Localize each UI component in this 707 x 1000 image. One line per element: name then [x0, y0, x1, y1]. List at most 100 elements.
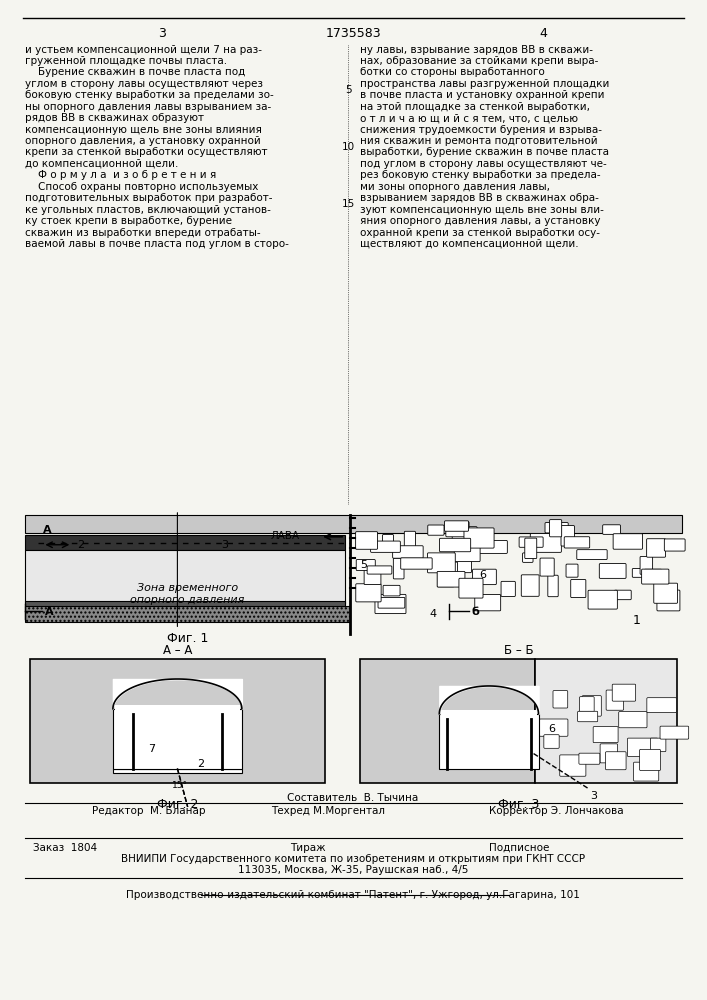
- FancyBboxPatch shape: [383, 585, 400, 596]
- FancyBboxPatch shape: [561, 526, 575, 546]
- Bar: [113, 768, 242, 773]
- Text: под углом в сторону лавы осуществляют че-: под углом в сторону лавы осуществляют че…: [360, 159, 607, 169]
- Text: и устьем компенсационной щели 7 на раз-: и устьем компенсационной щели 7 на раз-: [25, 45, 262, 55]
- Text: Б – Б: Б – Б: [504, 644, 534, 657]
- FancyBboxPatch shape: [571, 579, 586, 598]
- Bar: [535, 659, 677, 783]
- Text: Техред М.Моргентал: Техред М.Моргентал: [271, 806, 385, 816]
- FancyBboxPatch shape: [521, 575, 539, 596]
- Text: ВНИИПИ Государственного комитета по изобретениям и открытиям при ГКНТ СССР: ВНИИПИ Государственного комитета по изоб…: [121, 854, 585, 864]
- Text: компенсационную щель вне зоны влияния: компенсационную щель вне зоны влияния: [25, 125, 262, 135]
- Bar: [25, 515, 682, 533]
- FancyBboxPatch shape: [578, 711, 597, 722]
- Text: подготовительных выработок при разработ-: подготовительных выработок при разработ-: [25, 193, 272, 203]
- Text: ботки со стороны выработанного: ботки со стороны выработанного: [360, 67, 544, 77]
- FancyBboxPatch shape: [640, 556, 653, 574]
- FancyBboxPatch shape: [475, 595, 501, 611]
- FancyBboxPatch shape: [440, 538, 471, 552]
- Bar: [115, 705, 240, 767]
- Text: в почве пласта и установку охранной крепи: в почве пласта и установку охранной креп…: [360, 90, 604, 100]
- FancyBboxPatch shape: [593, 727, 618, 743]
- FancyBboxPatch shape: [519, 537, 543, 547]
- FancyBboxPatch shape: [548, 575, 559, 597]
- FancyBboxPatch shape: [452, 561, 472, 573]
- Text: ществляют до компенсационной щели.: ществляют до компенсационной щели.: [360, 239, 578, 249]
- FancyBboxPatch shape: [367, 566, 392, 574]
- FancyBboxPatch shape: [479, 540, 508, 553]
- FancyBboxPatch shape: [647, 698, 677, 713]
- FancyBboxPatch shape: [600, 564, 626, 578]
- Text: 4: 4: [539, 27, 547, 40]
- FancyBboxPatch shape: [633, 762, 659, 781]
- FancyBboxPatch shape: [446, 522, 469, 537]
- FancyBboxPatch shape: [600, 744, 617, 763]
- FancyBboxPatch shape: [628, 738, 658, 757]
- Text: 15: 15: [341, 199, 355, 209]
- Text: 10: 10: [341, 142, 355, 152]
- Text: 7: 7: [148, 744, 155, 754]
- FancyBboxPatch shape: [525, 538, 537, 559]
- FancyBboxPatch shape: [382, 534, 393, 547]
- Text: Заказ  1804: Заказ 1804: [33, 843, 97, 853]
- FancyBboxPatch shape: [428, 553, 455, 573]
- Text: 6: 6: [549, 724, 556, 734]
- FancyBboxPatch shape: [393, 558, 404, 579]
- Text: 6: 6: [479, 570, 486, 580]
- Bar: [25, 606, 350, 622]
- FancyBboxPatch shape: [553, 691, 568, 708]
- FancyBboxPatch shape: [560, 755, 586, 776]
- Text: Корректор Э. Лончакова: Корректор Э. Лончакова: [489, 806, 624, 816]
- FancyBboxPatch shape: [665, 539, 685, 551]
- Text: 1: 1: [633, 614, 641, 627]
- FancyBboxPatch shape: [370, 541, 400, 552]
- FancyBboxPatch shape: [401, 558, 432, 569]
- FancyBboxPatch shape: [613, 534, 643, 549]
- Text: пространства лавы разгруженной площадки: пространства лавы разгруженной площадки: [360, 79, 609, 89]
- Text: 5: 5: [345, 85, 351, 95]
- FancyBboxPatch shape: [660, 726, 689, 739]
- Text: ЛАВА: ЛАВА: [271, 531, 300, 541]
- FancyBboxPatch shape: [647, 539, 665, 557]
- FancyBboxPatch shape: [455, 545, 480, 562]
- Text: ну лавы, взрывание зарядов ВВ в скважи-: ну лавы, взрывание зарядов ВВ в скважи-: [360, 45, 593, 55]
- Text: о т л и ч а ю щ и й с я тем, что, с целью: о т л и ч а ю щ и й с я тем, что, с цель…: [360, 113, 578, 123]
- Text: на этой площадке за стенкой выработки,: на этой площадке за стенкой выработки,: [360, 102, 590, 112]
- FancyBboxPatch shape: [640, 749, 660, 771]
- FancyBboxPatch shape: [378, 597, 405, 608]
- FancyBboxPatch shape: [602, 525, 621, 534]
- FancyBboxPatch shape: [540, 558, 554, 576]
- Text: A: A: [42, 525, 51, 535]
- FancyBboxPatch shape: [564, 537, 590, 548]
- Text: 3: 3: [590, 791, 597, 801]
- Text: Фиг. 3: Фиг. 3: [498, 798, 539, 811]
- Text: снижения трудоемкости бурения и взрыва-: снижения трудоемкости бурения и взрыва-: [360, 125, 602, 135]
- FancyBboxPatch shape: [644, 569, 662, 582]
- Text: рез боковую стенку выработки за предела-: рез боковую стенку выработки за предела-: [360, 170, 600, 180]
- FancyBboxPatch shape: [588, 590, 617, 609]
- Text: А – А: А – А: [163, 644, 192, 657]
- FancyBboxPatch shape: [428, 525, 444, 535]
- Text: 4: 4: [429, 609, 436, 619]
- Text: 15°: 15°: [173, 781, 189, 790]
- FancyBboxPatch shape: [544, 735, 559, 748]
- FancyBboxPatch shape: [501, 581, 515, 596]
- Text: яния опорного давления лавы, а установку: яния опорного давления лавы, а установку: [360, 216, 600, 226]
- Text: Ф о р м у л а  и з о б р е т е н и я: Ф о р м у л а и з о б р е т е н и я: [25, 170, 216, 180]
- Bar: [360, 659, 535, 783]
- FancyBboxPatch shape: [612, 684, 636, 701]
- Text: рядов ВВ в скважинах образуют: рядов ВВ в скважинах образуют: [25, 113, 204, 123]
- Text: углом в сторону лавы осуществляют через: углом в сторону лавы осуществляют через: [25, 79, 262, 89]
- FancyBboxPatch shape: [375, 594, 406, 614]
- FancyBboxPatch shape: [392, 546, 423, 558]
- Text: выработки, бурение скважин в почве пласта: выработки, бурение скважин в почве пласт…: [360, 147, 609, 157]
- Text: крепи за стенкой выработки осуществляют: крепи за стенкой выработки осуществляют: [25, 147, 267, 157]
- Text: нах, образование за стойками крепи выра-: нах, образование за стойками крепи выра-: [360, 56, 598, 66]
- FancyBboxPatch shape: [464, 528, 494, 548]
- FancyBboxPatch shape: [356, 532, 378, 549]
- FancyBboxPatch shape: [579, 753, 600, 764]
- Text: Производственно-издательский комбинат "Патент", г. Ужгород, ул.Гагарина, 101: Производственно-издательский комбинат "П…: [126, 890, 580, 900]
- Bar: [441, 710, 537, 767]
- Bar: [25, 550, 345, 604]
- FancyBboxPatch shape: [437, 571, 465, 587]
- Text: A: A: [45, 607, 53, 617]
